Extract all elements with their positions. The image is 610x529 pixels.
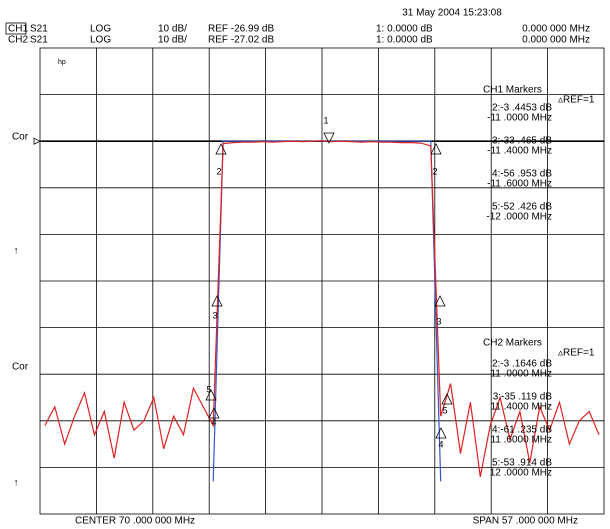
marker-value: 5:-52 .426 dB (492, 202, 552, 213)
marker-symbol (435, 427, 447, 439)
marker-number: 5 (442, 405, 447, 415)
marker-frequency: 11 .6000 MHz (490, 435, 552, 446)
marker-number: 3 (212, 310, 217, 320)
channel-label: CH1 (8, 24, 28, 35)
marker-frequency: 12 .0000 MHz (490, 468, 552, 479)
marker-table-ref: ▵REF=1 (558, 348, 595, 359)
logo: hp (58, 59, 66, 66)
marker-number: 3 (436, 316, 441, 326)
marker-readout: 1: 0.0000 dB (376, 24, 433, 35)
marker-frequency: -12 .0000 MHz (486, 212, 552, 223)
trace (44, 140, 600, 477)
channel-label: CH2 (8, 35, 28, 46)
marker-table-ref: ▵REF=1 (558, 95, 595, 106)
channel-ref: REF -27.02 dB (208, 35, 274, 46)
marker-symbol (434, 295, 446, 307)
channel-scale: 10 dB/ (158, 24, 187, 35)
channel-ref: REF -26.99 dB (208, 24, 274, 35)
marker-value: 3:-33 .465 dB (492, 136, 552, 147)
marker-frequency: -11 .4000 MHz (487, 146, 552, 157)
center-frequency: CENTER 70 .000 000 MHz (75, 516, 195, 527)
side-label: Cor (12, 132, 29, 143)
marker-number: 4 (211, 417, 216, 427)
active-channel-box (5, 22, 27, 35)
header: S21 LOG 10 dB/REF -26.99 dB 1: 0.0000 dB 0.0… (30, 24, 590, 46)
channel-scale: 10 dB/ (158, 35, 187, 46)
reference-pointer (33, 137, 41, 145)
channel-param: S21 (30, 35, 48, 46)
marker-value: 5:-53 .914 dB (492, 458, 552, 469)
marker-value: 2:-3 .1646 dB (492, 359, 552, 370)
marker-symbol (205, 389, 217, 401)
marker-table-title: CH1 Markers (483, 85, 542, 96)
marker-number: 5 (206, 384, 211, 394)
marker-value: 4:-56 .953 dB (492, 169, 552, 180)
side-label: Cor (12, 362, 29, 373)
marker-value: 4:-61 .235 dB (492, 425, 552, 436)
marker-symbol (441, 393, 453, 405)
channel-format: LOG (90, 24, 111, 35)
marker-frequency: 0.000 000 MHz (522, 24, 590, 35)
marker-frequency: 0.000 000 MHz (522, 35, 590, 46)
date: 31 May 2004 15:23:08 (402, 8, 502, 19)
marker-symbol (430, 143, 442, 155)
marker-number: 4 (438, 439, 443, 449)
marker-number: 2 (216, 166, 221, 176)
marker-value: 2:-3 .4453 dB (492, 103, 552, 114)
marker-number: 2 (432, 166, 437, 176)
marker-frequency: 11 .4000 MHz (490, 402, 552, 413)
marker-frequency: -11 .6000 MHz (487, 179, 552, 190)
side-label: ↑ (14, 478, 19, 489)
marker-symbol (211, 295, 223, 307)
marker-frequency: 11 .0000 MHz (490, 369, 552, 380)
marker-number: 1 (323, 115, 328, 125)
marker-table-title: CH2 Markers (483, 338, 542, 349)
marker-symbol (323, 132, 335, 144)
channel-format: LOG (90, 35, 111, 46)
marker-symbol (208, 407, 220, 419)
side-label: ↑ (14, 246, 19, 257)
marker-symbol (215, 143, 227, 155)
channel-param: S21 (30, 24, 48, 35)
span-frequency: SPAN 57 .000 000 MHz (473, 516, 578, 527)
marker-value: 3:-35 .119 dB (493, 392, 553, 403)
marker-frequency: -11 .0000 MHz (487, 113, 552, 124)
marker-readout: 1: 0.0000 dB (376, 35, 433, 46)
